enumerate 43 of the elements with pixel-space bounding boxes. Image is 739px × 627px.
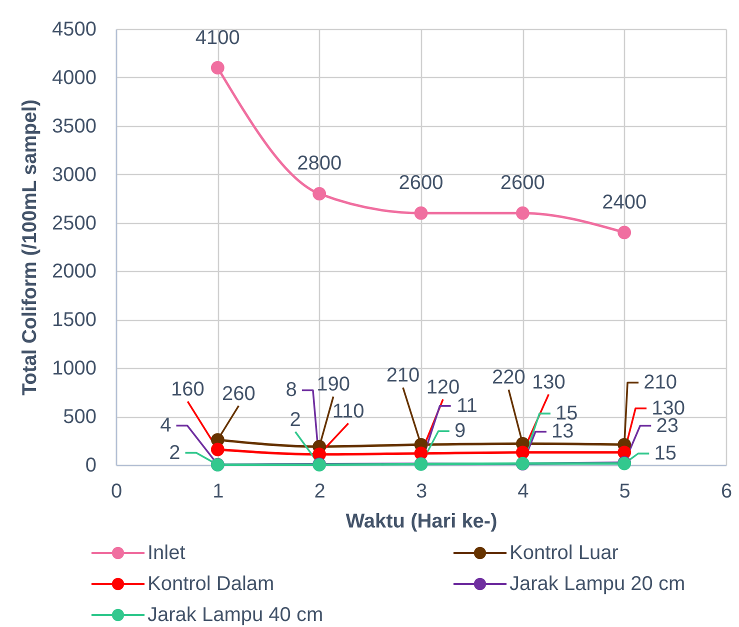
data-label: 2 — [290, 408, 301, 431]
data-label: 4 — [160, 414, 172, 437]
data-label: 260 — [222, 382, 256, 405]
x-tick-label: 3 — [416, 480, 428, 502]
legend-label: Jarak Lampu 40 cm — [148, 604, 324, 626]
data-label: 110 — [332, 400, 364, 422]
y-tick-label: 0 — [85, 454, 96, 476]
x-tick-label: 6 — [720, 480, 732, 502]
y-tick-label: 2000 — [52, 260, 96, 283]
data-label: 2400 — [602, 191, 647, 214]
data-label: 8 — [286, 379, 297, 402]
y-tick-label: 1000 — [52, 358, 96, 380]
y-tick-label: 500 — [63, 406, 96, 428]
data-label: 2600 — [500, 172, 545, 194]
legend-label: Jarak Lampu 20 cm — [510, 573, 686, 595]
data-label: 2 — [169, 442, 180, 464]
y-tick-label: 4500 — [52, 18, 96, 40]
y-axis-title: Total Coliform (/100mL sampel) — [19, 100, 42, 396]
y-tick-label: 2500 — [52, 212, 96, 234]
legend-label: Kontrol Dalam — [148, 573, 274, 595]
data-label: 2800 — [297, 152, 342, 175]
legend-label: Inlet — [148, 542, 186, 564]
y-tick-label: 3000 — [52, 164, 96, 186]
y-tick-label: 3500 — [52, 115, 96, 138]
x-tick-label: 5 — [619, 480, 630, 502]
x-tick-label: 2 — [314, 480, 326, 502]
x-tick-label: 1 — [212, 480, 224, 502]
data-label: 210 — [644, 372, 678, 394]
data-label: 220 — [492, 366, 526, 389]
legend-label: Kontrol Luar — [510, 542, 619, 564]
y-tick-label: 1500 — [52, 309, 96, 332]
x-tick-label: 0 — [110, 480, 122, 502]
data-label: 190 — [316, 374, 350, 396]
data-label: 130 — [532, 371, 566, 394]
data-label: 15 — [654, 442, 676, 465]
x-axis-title: Waktu (Hari ke-) — [346, 510, 498, 532]
x-tick-label: 4 — [518, 480, 529, 502]
data-label: 9 — [454, 420, 466, 442]
data-label: 4100 — [195, 26, 240, 49]
data-label: 2600 — [398, 172, 444, 194]
data-label: 160 — [170, 378, 204, 400]
y-tick-label: 4000 — [52, 66, 96, 89]
data-label: 210 — [386, 364, 420, 387]
